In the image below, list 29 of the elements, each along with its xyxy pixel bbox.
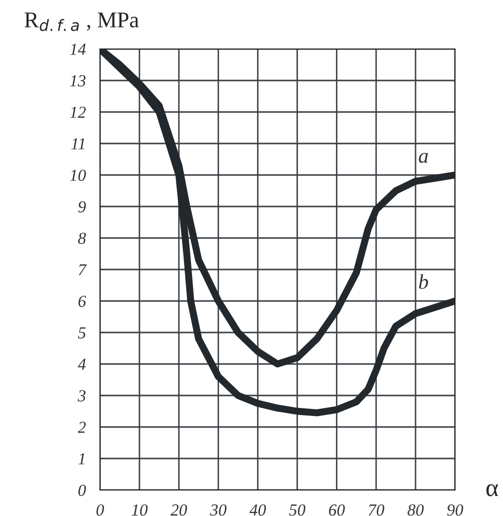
x-tick-label: 70 — [368, 504, 384, 516]
x-tick-label: 10 — [132, 504, 148, 516]
x-axis-title: α — [486, 484, 498, 496]
y-tick-label: 0 — [78, 484, 86, 496]
y-tick-label: 1 — [78, 453, 84, 464]
x-tick-label: 20 — [170, 504, 188, 516]
x-tick-label: 50 — [289, 504, 306, 516]
y-tick-label: 11 — [71, 138, 84, 150]
x-tick-label: 40 — [249, 504, 266, 516]
series-label: b — [419, 274, 428, 289]
x-tick-label: 0 — [96, 504, 104, 516]
y-tick-label: 6 — [78, 296, 86, 307]
y-tick-label: 8 — [78, 232, 86, 244]
series-label: a — [418, 152, 428, 163]
x-tick-label: 80 — [408, 504, 424, 516]
y-tick-label: 14 — [70, 44, 86, 55]
y-tick-label: 3 — [78, 390, 86, 402]
y-tick-label: 10 — [70, 170, 86, 181]
x-tick-label: 30 — [210, 504, 226, 516]
y-tick-label: 5 — [78, 327, 86, 338]
y-tick-label: 12 — [70, 106, 86, 118]
y-tick-label: 13 — [70, 75, 86, 86]
y-tick-label: 2 — [78, 422, 86, 433]
y-tick-label: 7 — [78, 264, 87, 276]
x-tick-label: 60 — [329, 504, 345, 516]
y-tick-label: 4 — [78, 358, 86, 370]
x-tick-label: 90 — [447, 504, 464, 516]
y-tick-label: 9 — [78, 201, 86, 212]
y-axis-title: R$_{d.f.a}$ , MPa — [24, 12, 139, 32]
